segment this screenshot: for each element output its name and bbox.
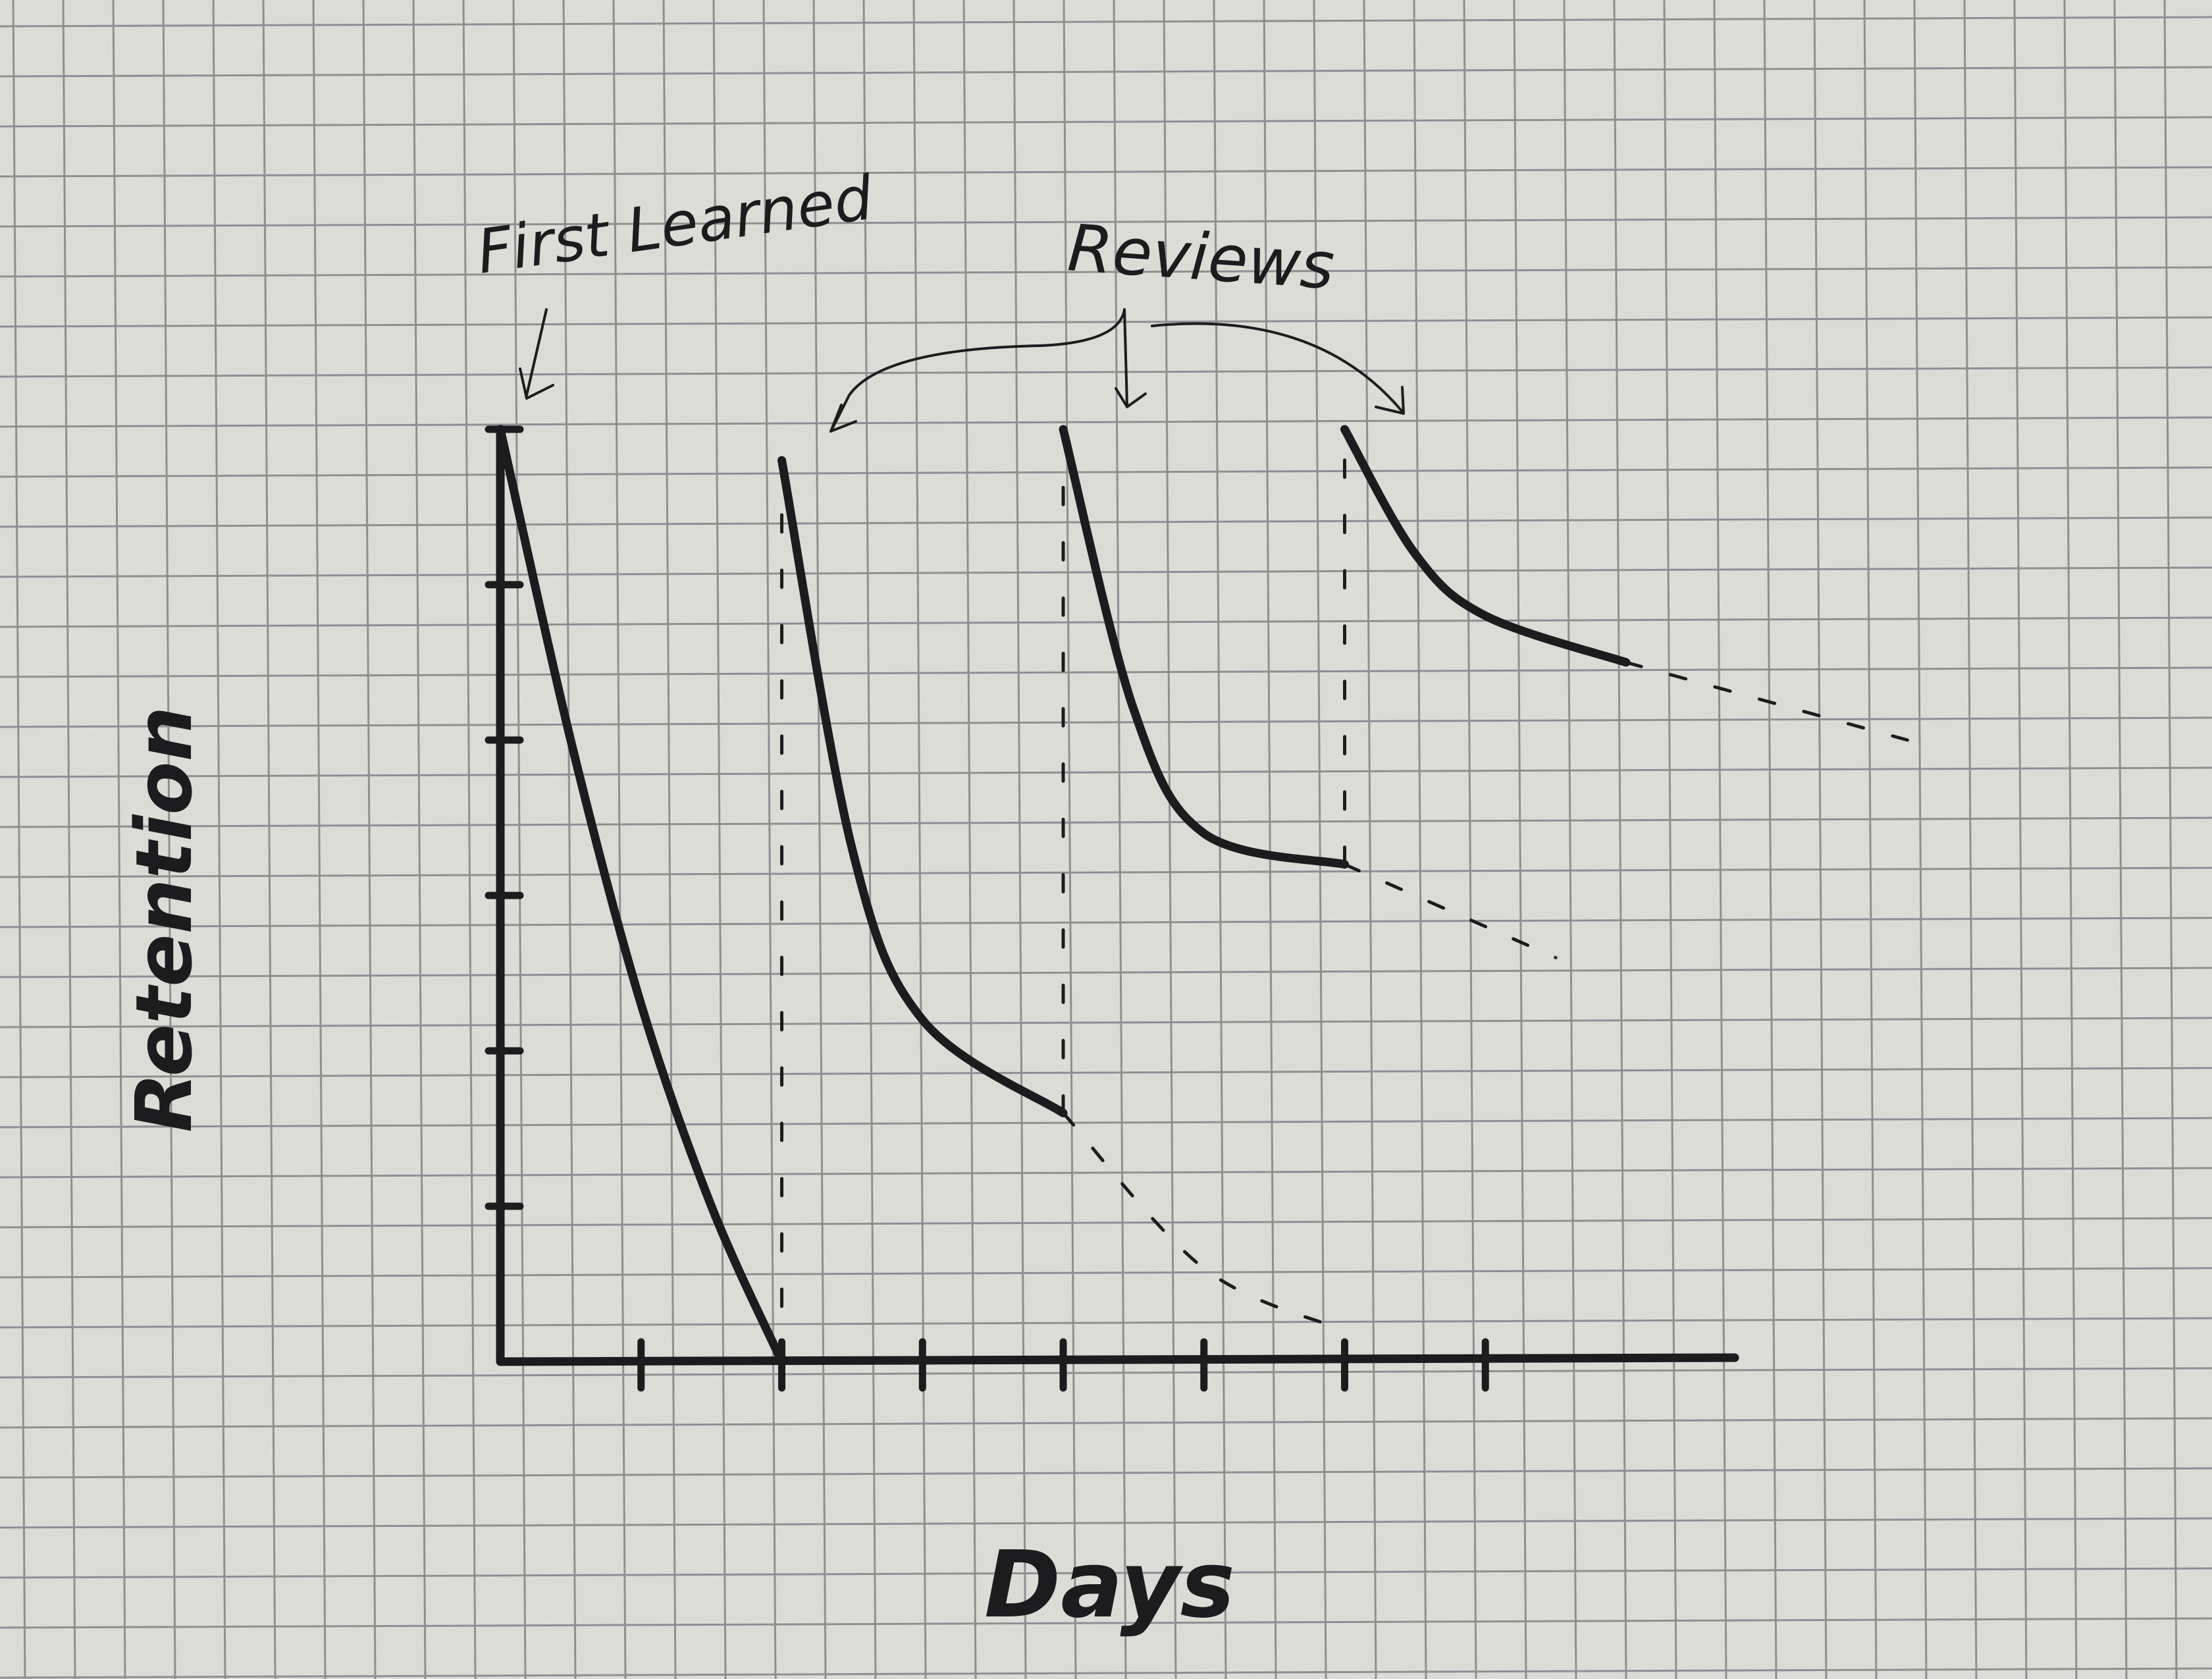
grid-line-horizontal	[0, 1567, 2212, 1579]
grid-line-vertical	[2063, 0, 2078, 1679]
grid-line-vertical	[1763, 0, 1778, 1679]
grid-line-vertical	[1013, 0, 1027, 1679]
retention-curves	[496, 425, 1909, 1366]
grid-line-horizontal	[0, 967, 2212, 978]
grid-line-vertical	[1663, 0, 1677, 1679]
grid-line-vertical	[1463, 0, 1477, 1679]
grid-line-vertical	[1363, 0, 1377, 1679]
grid-line-vertical	[1313, 0, 1327, 1679]
grid-line-horizontal	[0, 1367, 2212, 1379]
grid-line-horizontal	[0, 1017, 2212, 1028]
grid-line-vertical	[2013, 0, 2028, 1679]
grid-line-vertical	[1613, 0, 1627, 1679]
grid-line-horizontal	[0, 116, 2212, 128]
grid-line-vertical	[962, 0, 977, 1679]
grid-line-vertical	[312, 0, 327, 1679]
grid-line-vertical	[812, 0, 827, 1679]
grid-line-horizontal	[0, 1167, 2212, 1179]
y-axis-label: Retention	[118, 706, 209, 1133]
grid-line-vertical	[362, 0, 377, 1679]
grid-line-vertical	[1813, 0, 1828, 1679]
axes	[485, 425, 1739, 1392]
grid-line-horizontal	[0, 1517, 2212, 1529]
grid-line-horizontal	[0, 416, 2212, 428]
grid-line-vertical	[862, 0, 877, 1679]
grid-line-horizontal	[0, 1117, 2212, 1129]
first-learned-arrow	[519, 308, 554, 400]
retention-curve-3	[1059, 425, 1349, 869]
grid-line-horizontal	[0, 216, 2212, 228]
retention-curve-2	[777, 456, 1068, 1117]
grid-line-horizontal	[0, 466, 2212, 478]
grid-line-vertical	[1863, 0, 1878, 1679]
grid-line-horizontal	[0, 1617, 2212, 1629]
retention-curve-1	[496, 425, 786, 1366]
reviews-arrow-2	[1115, 308, 1147, 408]
grid-line-vertical	[762, 0, 777, 1679]
grid-line-vertical	[1063, 0, 1077, 1679]
grid-line-vertical	[62, 0, 76, 1679]
grid-line-vertical	[162, 0, 176, 1679]
grid-line-vertical	[212, 0, 226, 1679]
dashed-decay-line-5	[1061, 1111, 1346, 1333]
reviews-arrow-3	[1151, 322, 1405, 415]
grid-line-horizontal	[0, 1317, 2212, 1329]
grid-line-vertical	[712, 0, 727, 1679]
grid-line-vertical	[1413, 0, 1427, 1679]
grid-line-horizontal	[0, 66, 2212, 78]
grid-line-vertical	[562, 0, 577, 1679]
grid-line-horizontal	[0, 666, 2212, 678]
dashed-decay-line-6	[1343, 863, 1558, 959]
grid-line-vertical	[912, 0, 927, 1679]
grid-line-vertical	[262, 0, 276, 1679]
grid-line-vertical	[1913, 0, 1928, 1679]
grid-line-horizontal	[0, 716, 2212, 728]
grid-line-vertical	[1513, 0, 1527, 1679]
dashed-decay-line-7	[1624, 660, 1909, 742]
grid-line-horizontal	[0, 1467, 2212, 1479]
grid-line-horizontal	[0, 166, 2212, 178]
grid-line-vertical	[612, 0, 627, 1679]
grid-line-vertical	[2113, 0, 2128, 1679]
grid-line-horizontal	[0, 816, 2212, 828]
grid-line-horizontal	[0, 366, 2212, 378]
grid-line-horizontal	[0, 266, 2212, 278]
grid-line-horizontal	[0, 1217, 2212, 1229]
grid-line-vertical	[512, 0, 527, 1679]
grid-line-vertical	[112, 0, 126, 1679]
grid-line-horizontal	[0, 1067, 2212, 1079]
grid-line-vertical	[462, 0, 477, 1679]
retention-curve-4	[1340, 425, 1631, 667]
grid-line-horizontal	[0, 566, 2212, 578]
grid-line-vertical	[662, 0, 677, 1679]
grid-line-vertical	[1113, 0, 1127, 1679]
grid-line-horizontal	[0, 516, 2212, 528]
grid-line-horizontal	[0, 866, 2212, 878]
reviews-arrow-1	[830, 404, 857, 433]
grid-line-vertical	[1263, 0, 1277, 1679]
x-axis-label: Days	[984, 1532, 1235, 1639]
grid-line-horizontal	[0, 766, 2212, 778]
grid-line-vertical	[1713, 0, 1727, 1679]
reviews-annotation: Reviews	[1065, 211, 1336, 304]
grid-line-vertical	[1163, 0, 1177, 1679]
grid-line-horizontal	[0, 316, 2212, 328]
grid-line-horizontal	[0, 1667, 2212, 1679]
grid-line-horizontal	[0, 917, 2212, 928]
grid-line-horizontal	[0, 1267, 2212, 1279]
grid-line-vertical	[2163, 0, 2178, 1679]
reviews-bracket	[830, 308, 1126, 433]
grid-line-vertical	[1563, 0, 1577, 1679]
annotation-arrows	[519, 308, 1405, 433]
grid-line-horizontal	[0, 16, 2212, 28]
grid-line-horizontal	[0, 1417, 2212, 1429]
grid-line-vertical	[12, 0, 26, 1679]
grid-line-vertical	[412, 0, 427, 1679]
grid-line-vertical	[1963, 0, 1978, 1679]
